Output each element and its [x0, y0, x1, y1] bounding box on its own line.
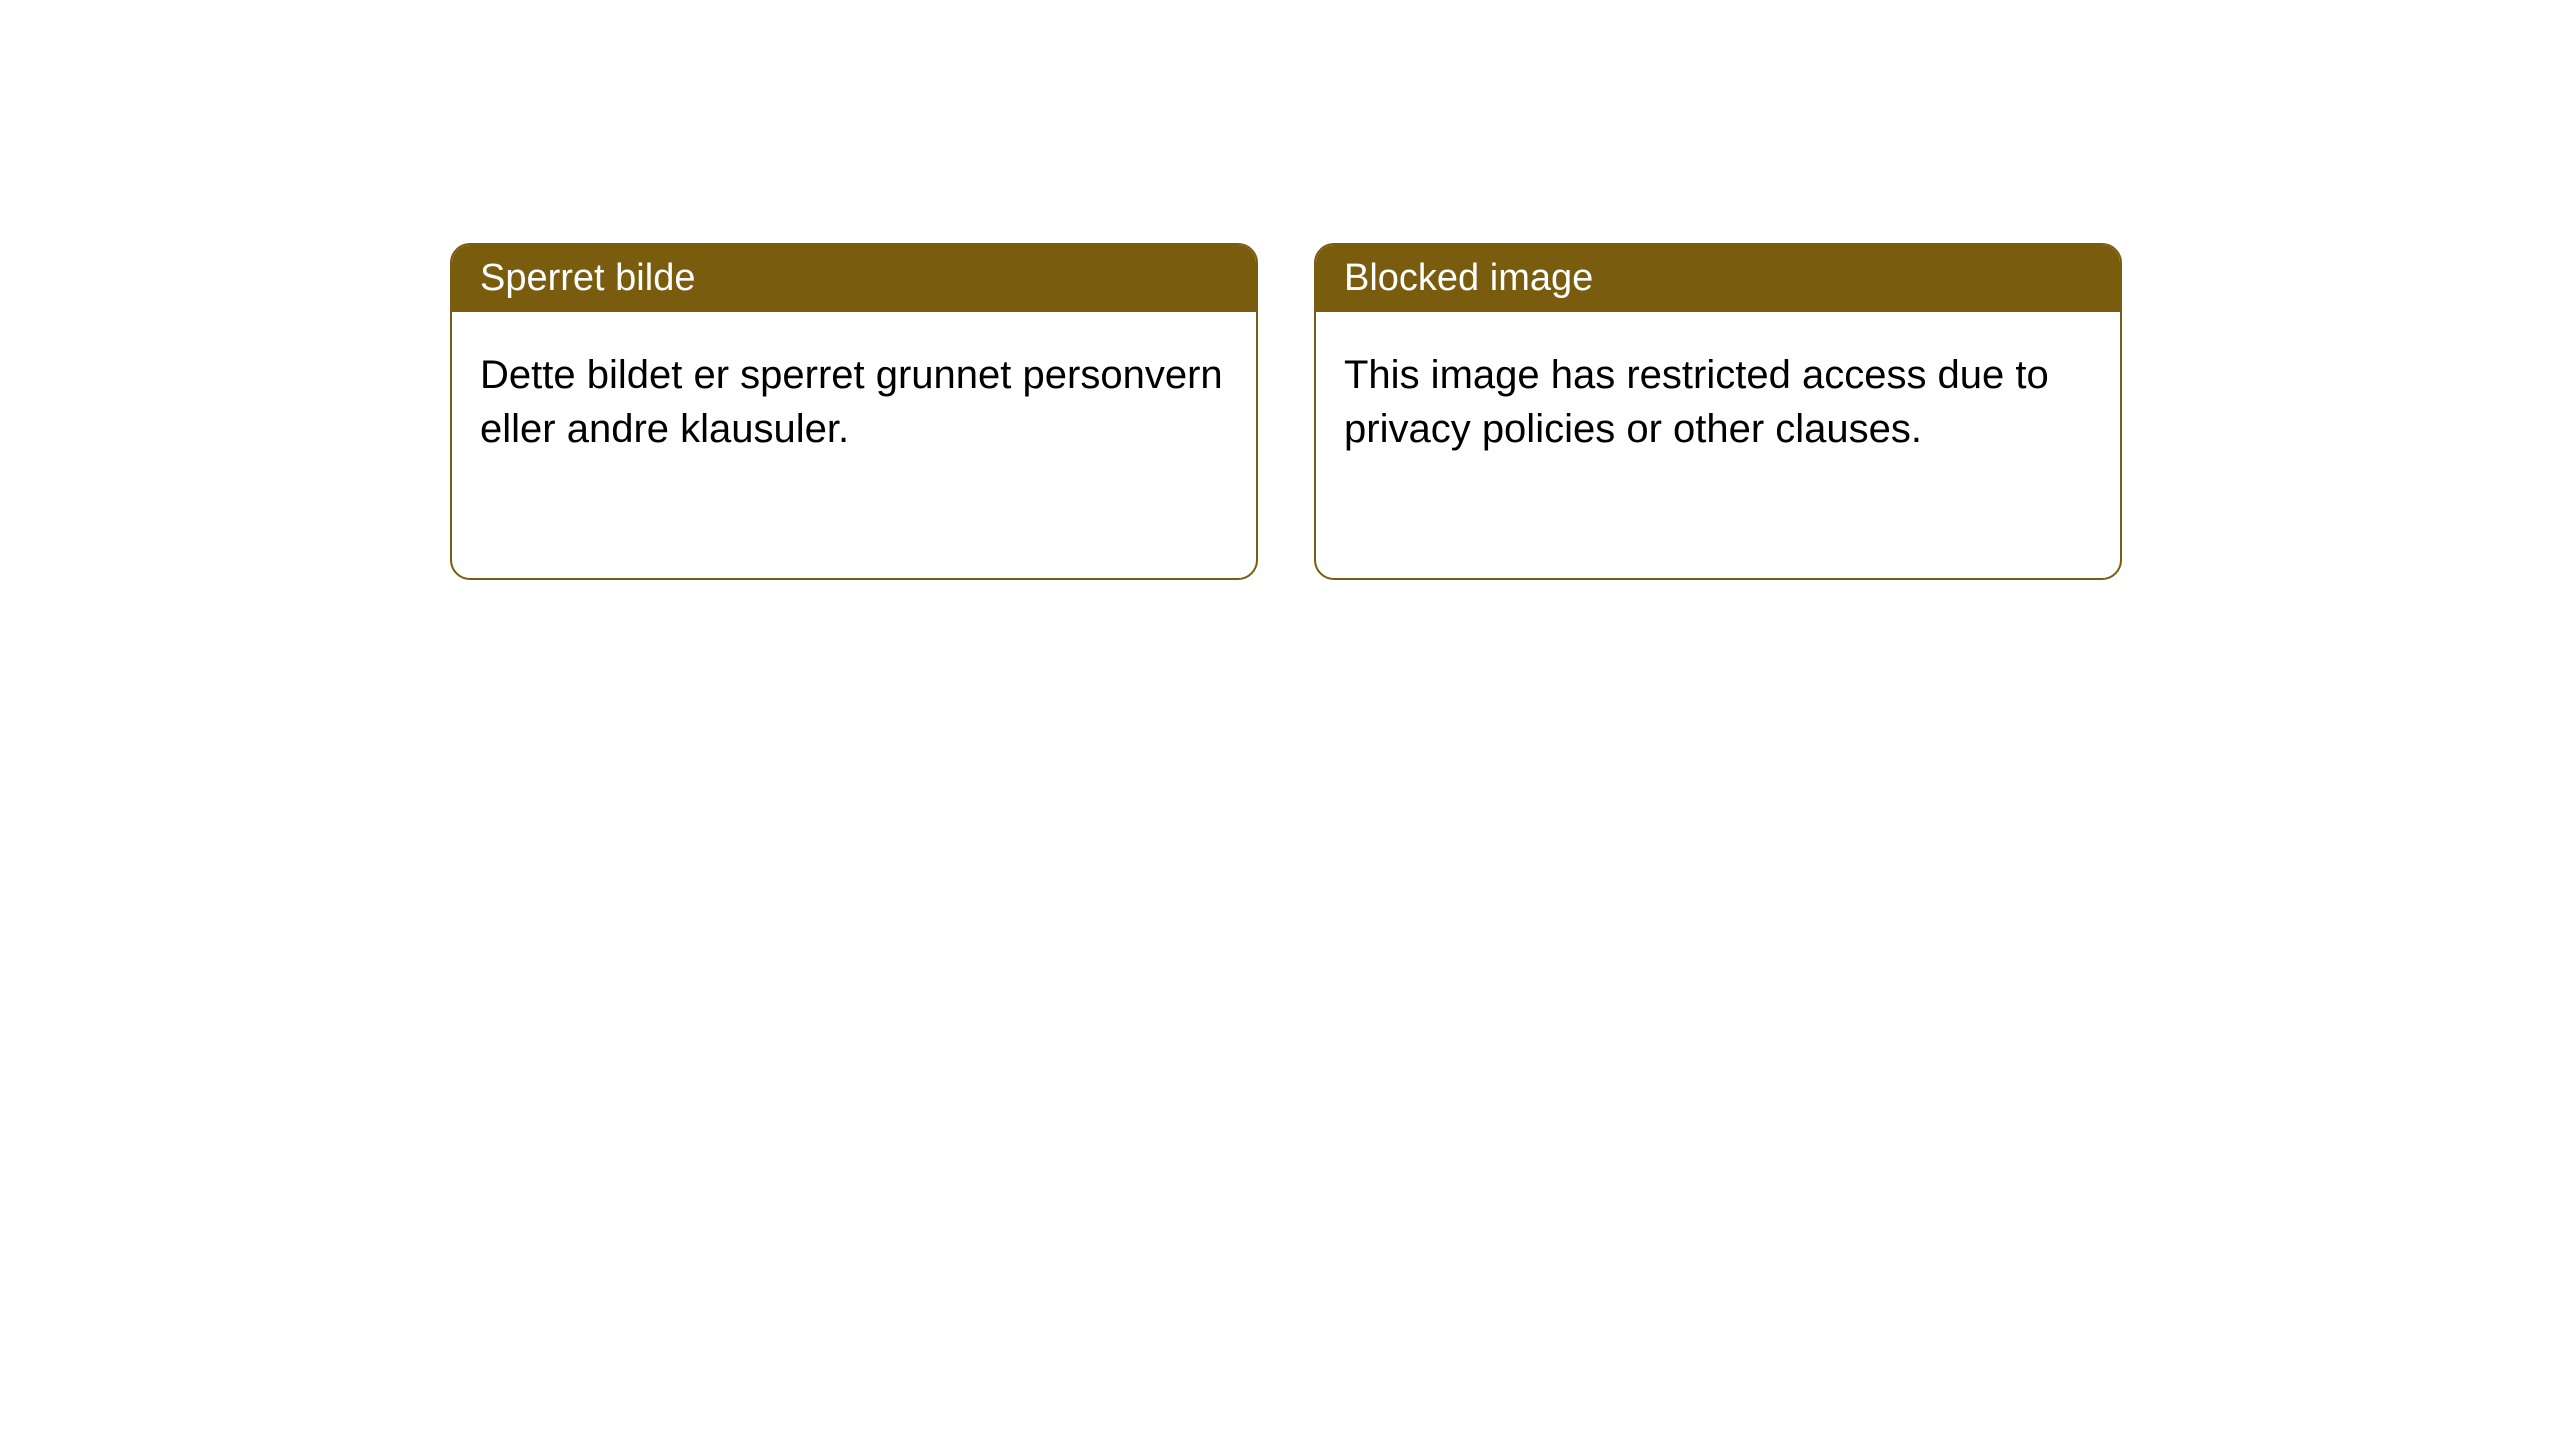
- notice-card-body: This image has restricted access due to …: [1316, 312, 2120, 492]
- notice-container: Sperret bilde Dette bildet er sperret gr…: [0, 0, 2560, 580]
- notice-card-norwegian: Sperret bilde Dette bildet er sperret gr…: [450, 243, 1258, 580]
- notice-card-body: Dette bildet er sperret grunnet personve…: [452, 312, 1256, 492]
- notice-card-english: Blocked image This image has restricted …: [1314, 243, 2122, 580]
- notice-card-title: Sperret bilde: [452, 245, 1256, 312]
- notice-card-title: Blocked image: [1316, 245, 2120, 312]
